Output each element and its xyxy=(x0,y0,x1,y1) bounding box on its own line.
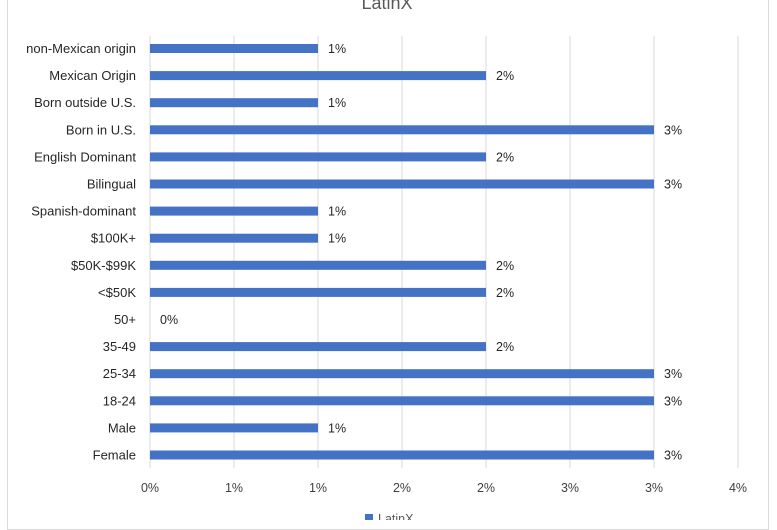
bar xyxy=(150,342,486,352)
category-label: $100K+ xyxy=(91,231,136,246)
category-label: Born in U.S. xyxy=(66,122,136,137)
data-label: 3% xyxy=(664,178,682,192)
data-labels: 1% 2% 1% 3% 2% 3% 1% 1% 2% 2% 0% 2% 3% 3% 1% 3% xyxy=(160,42,682,463)
x-tick-label: 1% xyxy=(309,481,327,495)
category-label: Bilingual xyxy=(87,177,136,192)
category-label: Spanish-dominant xyxy=(31,204,136,219)
data-label: 2% xyxy=(496,150,514,164)
bar xyxy=(150,152,486,162)
category-label: 18-24 xyxy=(103,393,136,408)
gridlines xyxy=(149,36,739,468)
data-label: 1% xyxy=(328,96,346,110)
category-label: 50+ xyxy=(114,312,136,327)
category-label: Male xyxy=(108,420,136,435)
chart-title: LatinX xyxy=(361,0,412,13)
bar xyxy=(150,260,486,270)
legend-swatch xyxy=(365,514,373,520)
bar xyxy=(150,369,654,379)
x-axis-ticks: 0% 1% 1% 2% 2% 3% 3% 4% xyxy=(141,481,747,495)
category-label: <$50K xyxy=(98,285,136,300)
category-label: $50K-$99K xyxy=(71,258,136,273)
data-label: 1% xyxy=(328,205,346,219)
category-label: English Dominant xyxy=(34,149,136,164)
bar xyxy=(150,206,318,216)
legend: LatinX xyxy=(365,512,414,520)
bar xyxy=(150,98,318,108)
category-label: Mexican Origin xyxy=(49,68,136,83)
bar xyxy=(150,44,318,53)
legend-label: LatinX xyxy=(378,512,414,520)
category-labels: non-Mexican origin Mexican Origin Born out… xyxy=(26,41,136,463)
bar xyxy=(150,423,318,433)
category-label: 35-49 xyxy=(103,339,136,354)
x-tick-label: 2% xyxy=(477,481,495,495)
bar xyxy=(150,125,654,135)
category-label: Born outside U.S. xyxy=(34,95,136,110)
bar xyxy=(150,179,654,189)
bar xyxy=(150,396,654,406)
data-label: 2% xyxy=(496,340,514,354)
data-label: 2% xyxy=(496,69,514,83)
data-label: 1% xyxy=(328,421,346,435)
bar xyxy=(150,287,486,297)
data-label: 1% xyxy=(328,42,346,56)
data-label: 1% xyxy=(328,232,346,246)
category-label: 25-34 xyxy=(103,366,136,381)
category-label: non-Mexican origin xyxy=(26,41,136,56)
data-label: 3% xyxy=(664,449,682,463)
x-tick-label: 4% xyxy=(729,481,747,495)
x-tick-label: 3% xyxy=(645,481,663,495)
data-label: 3% xyxy=(664,123,682,137)
bar xyxy=(150,233,318,243)
bar xyxy=(150,71,486,81)
data-label: 3% xyxy=(664,394,682,408)
bar xyxy=(150,450,654,460)
x-tick-label: 0% xyxy=(141,481,159,495)
x-tick-label: 3% xyxy=(561,481,579,495)
category-label: Female xyxy=(93,448,136,463)
data-label: 2% xyxy=(496,286,514,300)
x-tick-label: 1% xyxy=(225,481,243,495)
data-label: 2% xyxy=(496,259,514,273)
x-tick-label: 2% xyxy=(393,481,411,495)
data-label: 0% xyxy=(160,313,178,327)
bars xyxy=(150,44,654,460)
data-label: 3% xyxy=(664,367,682,381)
